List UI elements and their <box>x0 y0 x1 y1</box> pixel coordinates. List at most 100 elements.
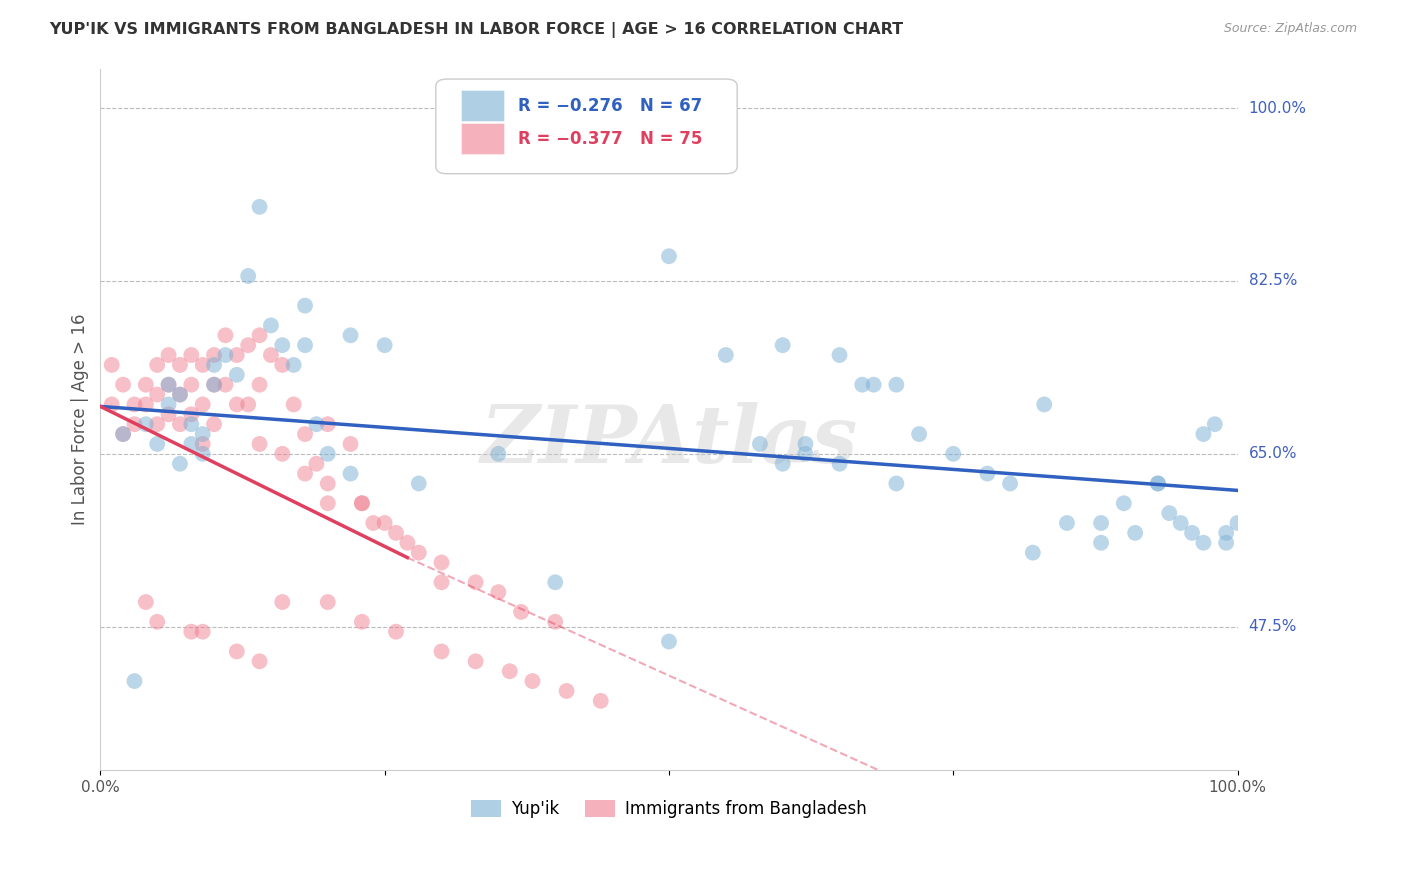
Point <box>146 615 169 629</box>
Point <box>249 377 271 392</box>
Point <box>146 358 169 372</box>
Point <box>169 358 191 372</box>
Point <box>1192 535 1215 549</box>
Point <box>1181 525 1204 540</box>
Point <box>157 377 180 392</box>
Point <box>169 417 191 432</box>
Text: Source: ZipAtlas.com: Source: ZipAtlas.com <box>1223 22 1357 36</box>
Point <box>350 496 373 510</box>
Point <box>374 338 396 352</box>
Point <box>271 447 294 461</box>
Point <box>249 328 271 343</box>
Point <box>124 674 146 689</box>
Point <box>180 417 202 432</box>
Point <box>339 467 361 481</box>
Point <box>238 338 260 352</box>
Point <box>124 397 146 411</box>
Point <box>886 377 908 392</box>
Point <box>976 467 998 481</box>
Point <box>1147 476 1170 491</box>
Point <box>305 457 328 471</box>
Point <box>396 535 419 549</box>
Point <box>862 377 884 392</box>
Point <box>1192 427 1215 442</box>
Point <box>135 595 157 609</box>
Text: ZIPAtlas: ZIPAtlas <box>481 401 858 479</box>
Point <box>430 575 453 590</box>
Point <box>1215 535 1237 549</box>
Point <box>180 348 202 362</box>
Point <box>886 476 908 491</box>
Point <box>1147 476 1170 491</box>
Point <box>1022 546 1045 560</box>
Point <box>169 387 191 401</box>
Point <box>124 417 146 432</box>
Point <box>214 377 236 392</box>
Point <box>748 437 770 451</box>
Point <box>294 299 316 313</box>
Point <box>202 417 225 432</box>
Point <box>1056 516 1078 530</box>
Point <box>191 397 214 411</box>
Point <box>522 674 544 689</box>
Point <box>510 605 533 619</box>
Point <box>294 338 316 352</box>
Text: R = −0.377   N = 75: R = −0.377 N = 75 <box>517 129 702 148</box>
Legend: Yup'ik, Immigrants from Bangladesh: Yup'ik, Immigrants from Bangladesh <box>465 793 873 825</box>
Point <box>249 437 271 451</box>
Text: R = −0.276   N = 67: R = −0.276 N = 67 <box>517 96 702 115</box>
Point <box>294 467 316 481</box>
Point <box>589 694 612 708</box>
Point <box>225 348 247 362</box>
Point <box>851 377 873 392</box>
Point <box>544 615 567 629</box>
Point <box>180 437 202 451</box>
Bar <box>461 90 503 121</box>
Point <box>294 427 316 442</box>
Point <box>1090 535 1112 549</box>
Point <box>316 496 339 510</box>
Point <box>555 684 578 698</box>
Point <box>464 654 486 668</box>
Point <box>361 516 384 530</box>
Point <box>202 348 225 362</box>
Point <box>202 377 225 392</box>
Point <box>499 664 522 678</box>
Point <box>430 644 453 658</box>
Point <box>157 348 180 362</box>
Point <box>202 358 225 372</box>
Point <box>146 387 169 401</box>
Point <box>146 417 169 432</box>
Point <box>408 476 430 491</box>
Y-axis label: In Labor Force | Age > 16: In Labor Force | Age > 16 <box>72 313 89 525</box>
Point <box>1215 525 1237 540</box>
Text: 47.5%: 47.5% <box>1249 619 1296 634</box>
Point <box>486 447 509 461</box>
Point <box>271 595 294 609</box>
Point <box>100 397 122 411</box>
Point <box>998 476 1021 491</box>
Point <box>191 624 214 639</box>
Point <box>908 427 931 442</box>
Point <box>238 397 260 411</box>
Point <box>794 437 817 451</box>
Point <box>180 377 202 392</box>
Point <box>225 368 247 382</box>
Point <box>260 318 283 333</box>
Text: 82.5%: 82.5% <box>1249 274 1296 288</box>
Text: 65.0%: 65.0% <box>1249 446 1298 461</box>
Point <box>180 407 202 421</box>
Point <box>828 457 851 471</box>
Point <box>316 476 339 491</box>
Point <box>100 358 122 372</box>
Point <box>271 338 294 352</box>
Point <box>135 377 157 392</box>
Point <box>260 348 283 362</box>
Point <box>169 457 191 471</box>
Point <box>112 427 135 442</box>
Point <box>191 437 214 451</box>
Point <box>157 377 180 392</box>
Point <box>1204 417 1226 432</box>
Point <box>794 447 817 461</box>
Point <box>135 397 157 411</box>
